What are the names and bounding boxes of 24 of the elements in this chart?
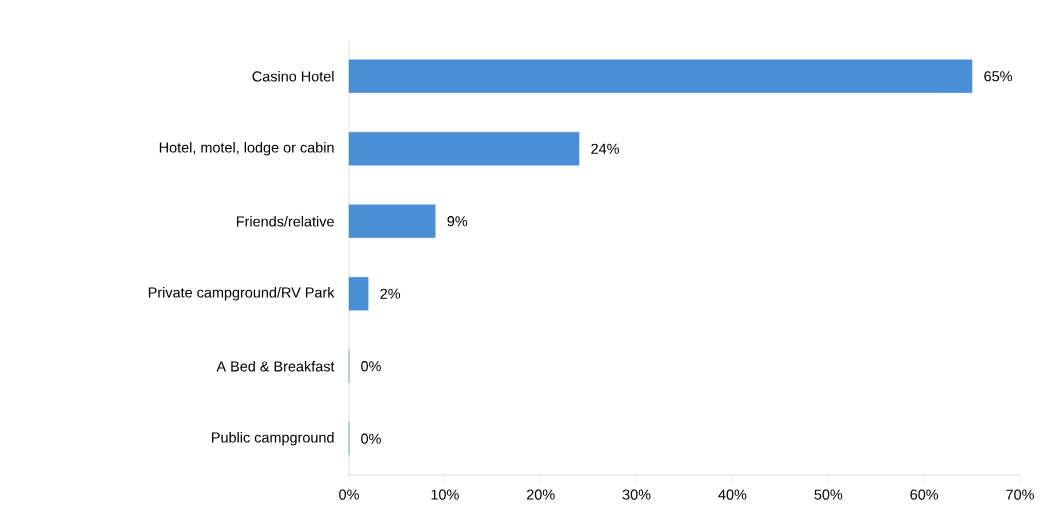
data-label: 24% xyxy=(591,143,619,154)
x-tick-label: 10% xyxy=(431,489,459,500)
y-tick-label: Friends/relative xyxy=(236,215,334,227)
x-tick-label: 70% xyxy=(1006,489,1034,500)
bar xyxy=(348,132,580,166)
data-label: 0% xyxy=(361,433,381,444)
data-label: 0% xyxy=(361,361,381,372)
bar xyxy=(348,204,436,238)
x-tick-label: 40% xyxy=(718,489,747,500)
x-tick-label: 30% xyxy=(622,489,651,500)
bar xyxy=(348,59,973,93)
y-tick-label: Hotel, motel, lodge or cabin xyxy=(159,142,334,156)
x-tick-label: 0% xyxy=(339,489,359,500)
data-label: 2% xyxy=(380,288,401,299)
x-tick-label: 60% xyxy=(910,489,939,500)
bar xyxy=(348,277,369,311)
y-tick-label: Public campground xyxy=(212,432,334,446)
y-tick-label: A Bed & Breakfast xyxy=(216,360,335,372)
x-tick-label: 20% xyxy=(527,489,555,500)
y-tick-label: Casino Hotel xyxy=(252,70,334,82)
y-tick-label: Private campground/RV Park xyxy=(148,287,335,301)
data-label: 65% xyxy=(984,71,1012,82)
x-tick-label: 50% xyxy=(814,489,843,500)
data-label: 9% xyxy=(447,216,468,227)
